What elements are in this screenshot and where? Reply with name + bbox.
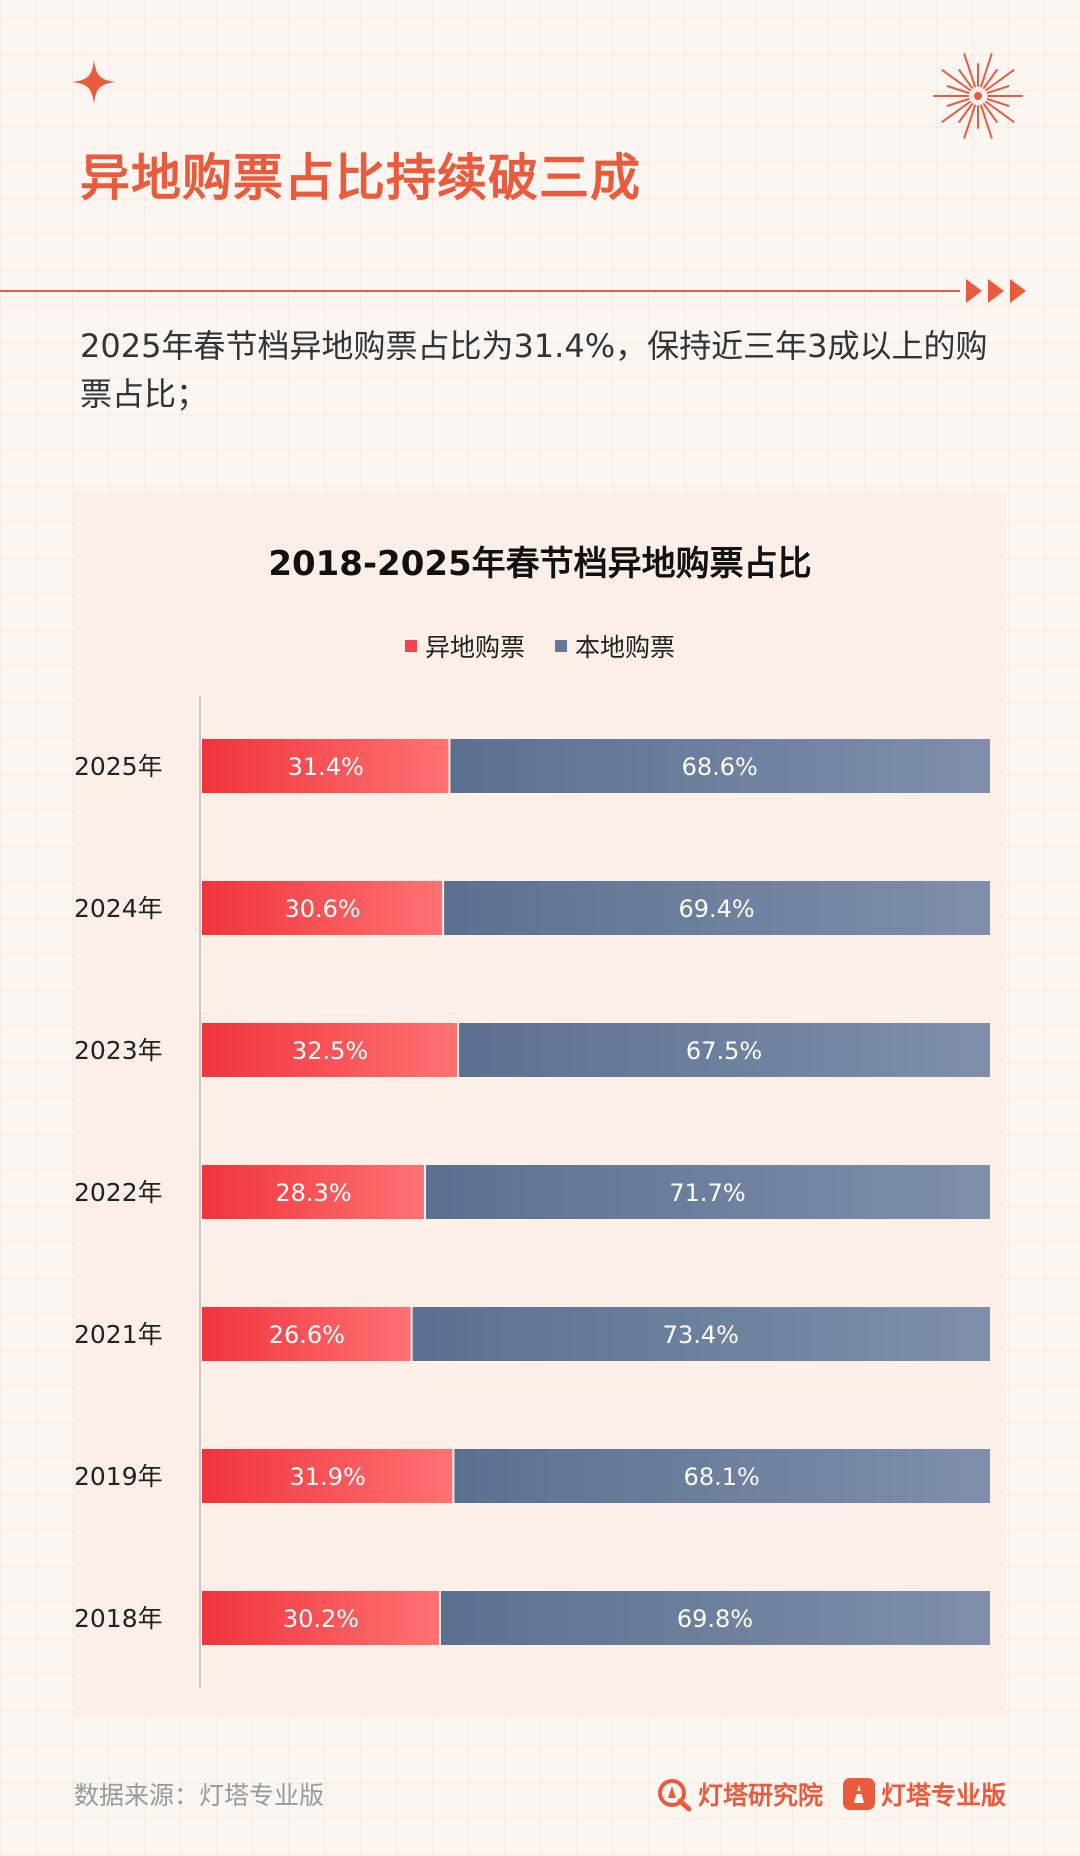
bar-local — [439, 1591, 990, 1645]
bar-remote — [202, 1023, 459, 1077]
chart-card — [74, 492, 1006, 1716]
lighthouse-pro-icon — [842, 1778, 875, 1810]
subtitle: 2025年春节档异地购票占比为31.4%，保持近三年3成以上的购票占比； — [80, 327, 988, 413]
legend-item-local: 本地购票 — [555, 628, 675, 664]
bar-local — [458, 1023, 991, 1077]
y-tick-label: 2018年 — [74, 1604, 163, 1633]
bar-label-local: 73.4% — [663, 1321, 739, 1349]
bar-remote — [202, 1449, 454, 1503]
bar-label-remote: 31.9% — [290, 1463, 366, 1491]
y-tick-label: 2024年 — [74, 894, 163, 923]
y-tick-label: 2022年 — [74, 1178, 163, 1207]
bar-remote — [202, 739, 450, 793]
triple-arrow-icon — [966, 279, 1026, 303]
bar-remote — [202, 1165, 426, 1219]
legend-label-remote: 异地购票 — [424, 633, 525, 662]
bar-label-remote: 30.2% — [283, 1605, 359, 1633]
bar-label-remote: 31.4% — [288, 753, 364, 781]
bar-label-local: 71.7% — [669, 1179, 745, 1207]
page-title: 异地购票占比持续破三成 — [80, 149, 641, 207]
bar-label-remote: 30.6% — [284, 895, 360, 923]
logo-research-label: 灯塔研究院 — [697, 1781, 823, 1810]
y-tick-label: 2025年 — [74, 752, 163, 781]
sparkle-icon — [72, 60, 116, 104]
stacked-bar-chart: 2025年 31.4% 68.6% 2024年 30.6% 69.4% 2023年 32.5%… — [74, 696, 991, 1688]
chart-title: 2018-2025年春节档异地购票占比 — [268, 544, 812, 584]
bar-remote — [202, 1307, 412, 1361]
title-divider — [0, 290, 960, 292]
bar-label-local: 67.5% — [686, 1037, 762, 1065]
bar-remote — [202, 881, 444, 935]
bar-label-local: 68.6% — [682, 753, 758, 781]
legend-swatch-remote — [404, 640, 417, 652]
legend-swatch-local — [555, 640, 567, 652]
bar-local — [453, 1449, 990, 1503]
bar-remote — [202, 1591, 440, 1645]
lighthouse-research-icon — [657, 1779, 692, 1812]
bar-local — [411, 1307, 990, 1361]
bar-local — [449, 739, 990, 793]
bar-local — [425, 1165, 990, 1219]
bar-label-remote: 26.6% — [269, 1321, 345, 1349]
bar-label-remote: 28.3% — [275, 1179, 351, 1207]
chart-legend: 异地购票 本地购票 — [0, 628, 1080, 664]
bar-label-local: 69.8% — [677, 1605, 753, 1633]
bar-label-remote: 32.5% — [292, 1037, 368, 1065]
bar-label-local: 69.4% — [678, 895, 754, 923]
data-source-note: 数据来源：灯塔专业版 — [74, 1781, 325, 1810]
y-tick-label: 2019年 — [74, 1462, 163, 1491]
logo-pro-label: 灯塔专业版 — [880, 1781, 1006, 1810]
logo-pro: 灯塔专业版 — [842, 1776, 1006, 1812]
logo-research: 灯塔研究院 — [656, 1776, 823, 1812]
bar-local — [443, 881, 990, 935]
legend-item-remote: 异地购票 — [404, 628, 525, 664]
firework-icon — [933, 53, 1023, 139]
y-tick-label: 2021年 — [74, 1320, 163, 1349]
legend-label-local: 本地购票 — [575, 633, 676, 662]
footer-logos: 灯塔研究院 灯塔专业版 — [656, 1776, 1006, 1812]
y-tick-label: 2023年 — [74, 1036, 163, 1065]
bar-label-local: 68.1% — [684, 1463, 760, 1491]
